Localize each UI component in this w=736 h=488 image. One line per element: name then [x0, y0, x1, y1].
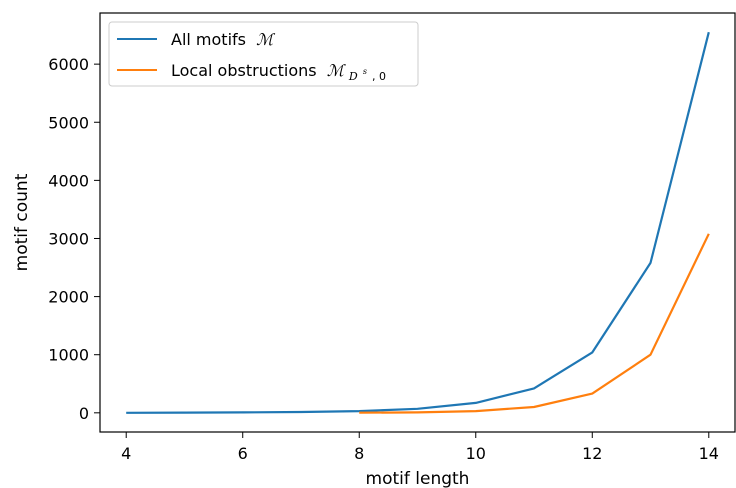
series-layer — [126, 31, 710, 414]
x-tick-label: 12 — [582, 444, 602, 463]
x-tick-label: 8 — [354, 444, 364, 463]
legend-label-local-obstructions-sub-tail: , 0 — [372, 70, 386, 83]
series-line-0 — [126, 31, 710, 414]
x-axis: 4 6 8 10 12 14 — [121, 432, 719, 463]
legend-label-local-obstructions-sup: s — [363, 67, 367, 76]
legend-label-local-obstructions-name: Local obstructions — [171, 61, 317, 80]
x-tick-label: 14 — [699, 444, 719, 463]
y-tick-label: 3000 — [48, 229, 89, 248]
series-line-1 — [359, 233, 710, 414]
x-tick-label: 10 — [466, 444, 486, 463]
legend-label-all-motifs-symbol: ℳ — [256, 30, 276, 49]
x-tick-label: 4 — [121, 444, 131, 463]
legend: All motifs ℳ Local obstructions ℳ D s , … — [108, 21, 419, 87]
y-tick-label: 0 — [79, 404, 89, 423]
legend-label-local-obstructions-symbol: ℳ — [327, 61, 347, 80]
y-tick-label: 1000 — [48, 346, 89, 365]
y-tick-label: 6000 — [48, 55, 89, 74]
legend-label-local-obstructions-sub: D — [348, 70, 358, 83]
x-tick-label: 6 — [238, 444, 248, 463]
x-axis-label: motif length — [366, 469, 470, 488]
legend-label-local-obstructions: Local obstructions ℳ D s , 0 — [171, 59, 386, 84]
y-tick-label: 5000 — [48, 113, 89, 132]
y-tick-label: 4000 — [48, 171, 89, 190]
y-tick-label: 2000 — [48, 288, 89, 307]
y-axis-label: motif count — [12, 173, 32, 271]
legend-box — [108, 21, 419, 87]
y-axis: 0 1000 2000 3000 4000 5000 6000 — [48, 55, 100, 423]
legend-label-all-motifs: All motifs ℳ — [171, 30, 276, 49]
plot-frame — [99, 12, 736, 433]
legend-label-all-motifs-name: All motifs — [171, 30, 246, 49]
